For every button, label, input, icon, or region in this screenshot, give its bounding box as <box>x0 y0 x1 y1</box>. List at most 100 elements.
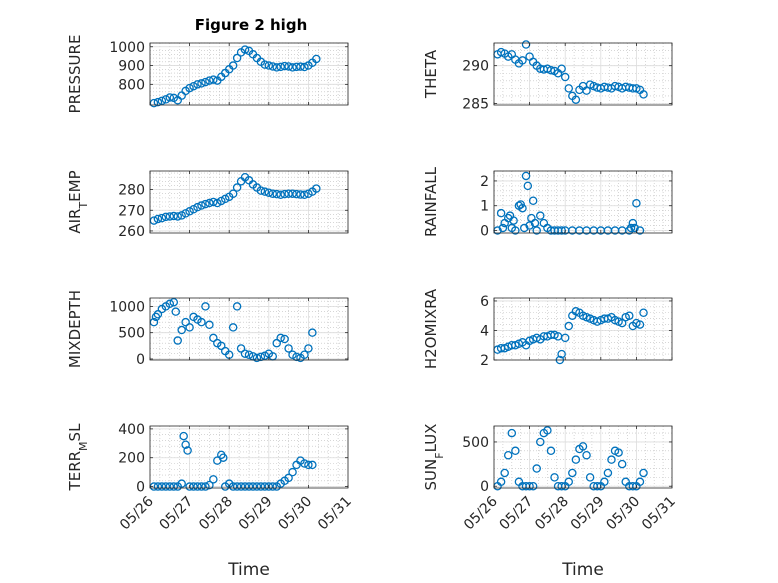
data-point <box>500 468 509 478</box>
data-point <box>564 477 574 487</box>
data-point <box>571 455 581 464</box>
data-point <box>205 320 214 330</box>
data-point <box>284 189 293 198</box>
x-tick-label: 05/28 <box>196 494 236 534</box>
data-point <box>296 62 305 71</box>
subplot-rainfall: 0 1 2 RAINFALL <box>422 166 673 240</box>
x-tick-label: 05/30 <box>603 494 643 534</box>
y-axis-label: TERRMSL <box>66 423 90 492</box>
data-point <box>582 86 591 95</box>
data-point <box>564 84 574 93</box>
data-point <box>284 62 293 71</box>
subplot-air-temp: 260 270 280 AIRTEMP <box>66 170 349 240</box>
data-point <box>560 333 570 343</box>
data-point <box>300 459 309 468</box>
data-point <box>518 203 527 213</box>
data-point <box>232 183 242 192</box>
data-point <box>639 468 648 478</box>
data-point <box>193 202 202 212</box>
data-point <box>292 62 301 72</box>
data-point <box>536 437 545 447</box>
data-point <box>169 482 179 491</box>
data-point <box>177 479 186 488</box>
x-tick-label: 05/26 <box>461 493 501 533</box>
data-point <box>288 467 297 477</box>
data-point <box>219 453 228 462</box>
data-point <box>585 473 595 482</box>
data-point <box>161 95 171 104</box>
data-point <box>236 482 246 491</box>
data-point <box>518 56 527 65</box>
data-point <box>179 431 188 441</box>
data-point <box>205 76 214 85</box>
y-tick-label: 280 <box>118 183 145 199</box>
y-axis-label: SUNFLUX <box>422 424 446 491</box>
data-point <box>252 353 262 363</box>
y-tick-label: 200 <box>118 451 145 467</box>
data-point <box>614 448 623 457</box>
y-tick-label: 285 <box>462 96 489 112</box>
data-point <box>165 299 175 309</box>
y-axis-label: MIXDEPTH <box>66 290 84 368</box>
data-point <box>560 72 570 82</box>
data-point <box>264 188 274 197</box>
x-tick-label: 05/27 <box>497 494 537 534</box>
y-tick-label: 400 <box>118 422 145 438</box>
y-tick-label: 4 <box>480 323 489 339</box>
data-point <box>240 45 250 54</box>
data-point <box>557 349 566 359</box>
data-point <box>165 482 175 491</box>
data-point <box>288 63 297 72</box>
data-point <box>304 344 313 353</box>
data-point <box>272 338 281 348</box>
data-point <box>197 317 206 327</box>
data-point <box>161 482 171 491</box>
data-point <box>507 428 517 438</box>
data-point <box>557 64 566 73</box>
y-axis-label: H2OMIXRA <box>422 288 440 369</box>
data-point <box>260 187 270 196</box>
data-point <box>157 96 167 106</box>
x-tick-label: 05/31 <box>639 494 679 534</box>
data-point <box>157 213 167 223</box>
x-tick-label: 05/27 <box>157 494 197 534</box>
data-point <box>635 320 645 329</box>
data-point <box>280 189 289 199</box>
data-point <box>193 482 202 491</box>
data-point <box>292 352 301 362</box>
x-tick-label: 05/26 <box>117 493 157 533</box>
data-point <box>496 208 506 218</box>
data-point <box>201 302 210 311</box>
data-point <box>228 61 238 70</box>
y-axis-label: RAINFALL <box>422 166 440 237</box>
data-point <box>244 350 254 359</box>
data-point <box>201 199 210 209</box>
data-point <box>304 460 313 470</box>
data-point <box>292 189 301 199</box>
data-point <box>626 223 636 233</box>
data-point <box>153 214 163 224</box>
data-point <box>264 482 274 491</box>
data-point <box>268 62 278 71</box>
data-point <box>280 61 289 71</box>
data-point <box>276 333 285 343</box>
data-point <box>256 482 266 491</box>
data-point <box>169 211 179 221</box>
y-tick-label: 1000 <box>109 299 145 315</box>
x-tick-label: 05/28 <box>532 494 572 534</box>
axes-box <box>149 425 349 489</box>
data-point <box>153 482 163 491</box>
y-tick-label: 800 <box>118 77 145 93</box>
data-point <box>197 201 206 210</box>
data-point <box>503 450 513 460</box>
y-tick-label: 2 <box>480 353 489 369</box>
data-point <box>532 464 541 473</box>
data-point <box>165 212 175 221</box>
data-point <box>205 198 214 208</box>
y-tick-label: 0 <box>136 352 145 368</box>
data-point <box>543 426 552 435</box>
data-point <box>536 211 545 220</box>
y-tick-label: 0 <box>480 224 489 240</box>
data-point <box>151 312 161 322</box>
data-point <box>532 226 541 235</box>
